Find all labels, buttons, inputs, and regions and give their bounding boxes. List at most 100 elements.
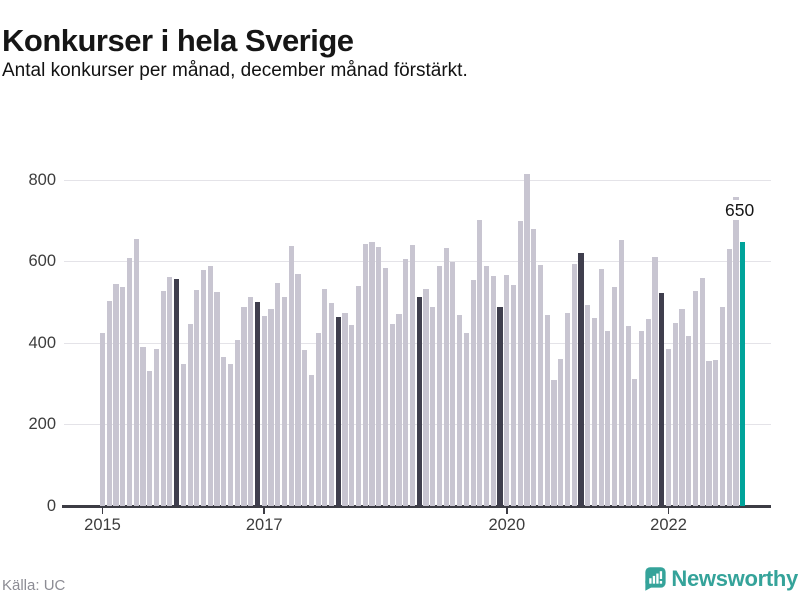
bar-2017-11 [329,302,335,506]
bar-2015-02 [106,300,112,506]
bar-2017-12 [335,316,341,506]
x-axis-label-2015: 2015 [84,516,121,534]
bar-2015-08 [147,370,153,506]
bar-2017-09 [315,333,321,506]
bar-2016-08 [227,363,234,506]
bar-2021-06 [618,240,624,506]
bar-2019-07 [463,332,469,506]
y-axis-label-200: 200 [28,415,56,434]
chart-subtitle: Antal konkurser per månad, december måna… [2,60,468,81]
bar-2019-08 [470,280,476,506]
bar-2018-06 [376,247,382,506]
bar-2018-11 [409,245,416,506]
bar-2015-10 [160,290,166,506]
bar-2020-06 [537,265,544,506]
bar-2016-03 [194,290,200,506]
bar-2016-02 [187,324,193,506]
bar-2016-09 [234,340,240,506]
y-axis-label-800: 800 [28,171,56,189]
bar-2017-10 [322,288,328,506]
bar-2018-07 [382,267,389,506]
bar-2020-09 [558,359,564,506]
latest-value-label: 650 [723,200,757,220]
bar-2016-11 [248,296,254,506]
bar-2022-06 [699,278,705,506]
bar-2018-09 [396,313,402,506]
x-axis-tick-2015 [101,508,104,514]
bar-2021-11 [652,256,658,506]
bar-2015-06 [133,238,139,506]
bar-2021-10 [645,318,651,506]
bar-2018-12 [416,296,422,506]
bar-2018-08 [389,324,395,506]
bar-2016-12 [254,302,261,506]
bar-2020-11 [571,263,577,506]
bar-2019-03 [436,266,442,506]
bar-2021-05 [612,287,618,506]
bar-2020-01 [504,275,510,506]
bar-2022-12 [740,241,746,506]
bar-2019-10 [483,265,490,506]
bar-2020-07 [544,315,550,506]
y-axis-label-600: 600 [28,252,56,271]
bar-2019-02 [430,307,436,506]
bar-2022-08 [713,359,719,506]
bar-2021-09 [638,331,645,506]
bar-2018-10 [403,258,409,506]
bar-2020-12 [578,252,584,506]
bar-2018-04 [362,243,368,506]
x-axis-label-2017: 2017 [245,516,283,534]
bar-2021-02 [591,318,597,506]
bar-2017-03 [275,283,281,506]
bar-2016-10 [241,307,247,506]
bar-2022-03 [679,309,685,506]
bar-2020-08 [551,380,557,506]
bar-2020-02 [510,284,517,506]
bar-2019-01 [423,288,429,506]
bar-2019-04 [443,248,449,506]
bar-2020-10 [564,312,571,506]
page-title: Konkurser i hela Sverige [2,22,354,58]
bar-2016-06 [214,291,220,506]
x-axis-tick-2020 [506,508,508,514]
bar-2015-12 [174,278,180,506]
bar-2019-06 [457,314,463,506]
bar-2022-11 [733,196,739,506]
bar-2017-05 [288,246,294,506]
newsworthy-bubble-icon [645,567,666,591]
bar-2017-07 [302,349,308,506]
bar-2022-05 [692,291,699,506]
bar-2021-07 [625,326,631,506]
bar-2021-03 [598,269,604,506]
bar-2022-07 [706,361,712,506]
bar-2020-05 [531,229,537,506]
bar-2017-06 [295,273,301,506]
bar-2018-02 [349,325,355,506]
newsworthy-wordmark: Newsworthy [671,566,798,591]
bar-2019-05 [450,261,456,506]
y-axis-label-400: 400 [28,333,56,352]
bar-2017-01 [261,316,267,506]
bar-2021-12 [659,292,665,506]
x-axis-line [62,505,771,508]
bar-2022-02 [672,322,678,506]
x-axis-label-2020: 2020 [488,516,526,534]
bar-2017-04 [281,296,288,506]
x-axis-label-2022: 2022 [650,516,687,534]
gridline-800 [64,180,771,181]
bar-2018-01 [342,313,348,506]
bar-2015-07 [140,346,146,506]
gridline-600 [64,261,771,263]
bar-2022-04 [686,335,692,506]
bar-2018-03 [355,286,362,506]
bar-2017-08 [308,375,314,506]
bar-2018-05 [369,241,375,506]
bar-2015-09 [153,349,159,506]
bar-2019-12 [497,306,503,506]
bar-2015-04 [120,287,126,506]
source-note: Källa: UC [2,577,66,594]
bar-2015-05 [126,257,133,506]
newsworthy-logo[interactable]: Newsworthy [643,562,798,596]
bar-2021-01 [585,305,591,506]
